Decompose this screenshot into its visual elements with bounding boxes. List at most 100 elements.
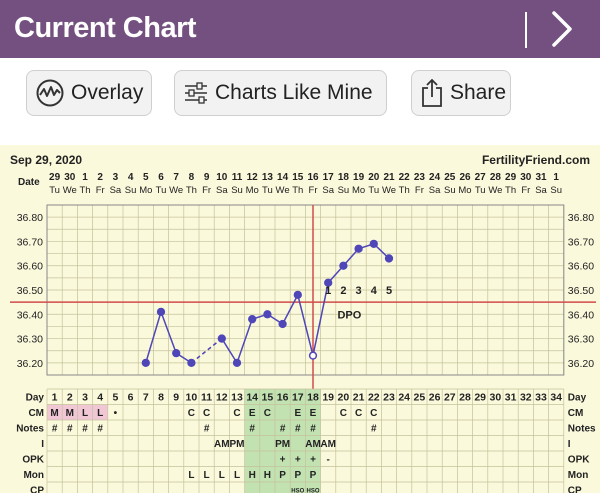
table-cell-value: C [370, 408, 377, 419]
cycle-day-label: 33 [535, 392, 547, 404]
weekday-label: We [276, 185, 290, 196]
fertile-column [275, 389, 291, 493]
date-label: 30 [64, 172, 76, 183]
chart-date: Sep 29, 2020 [10, 153, 82, 167]
date-label: 1 [82, 172, 88, 183]
temp-point [354, 244, 363, 253]
cycle-day-label: 9 [173, 392, 179, 404]
date-label: 12 [247, 172, 259, 183]
date-label: 5 [143, 172, 149, 183]
weekday-label: Mo [139, 185, 152, 196]
y-tick-label-left: 36.60 [17, 261, 43, 273]
chart-site: FertilityFriend.com [482, 153, 590, 167]
date-row-label: Date [18, 177, 40, 188]
date-label: 2 [97, 172, 103, 183]
table-cell-value: H [249, 470, 256, 481]
table-cell-value: L [219, 470, 225, 481]
row-label-right: I [568, 439, 571, 450]
cycle-day-label: 19 [322, 392, 334, 404]
table-cell-value: HSO [306, 489, 319, 493]
table-cell-value: C [264, 408, 271, 419]
table-cell-value: C [203, 408, 210, 419]
weekday-label: Tu [156, 185, 167, 196]
weekday-label: Tu [368, 185, 379, 196]
weekday-label: Su [550, 185, 562, 196]
temp-point [369, 239, 378, 249]
date-label: 25 [444, 172, 456, 183]
weekday-label: Th [79, 185, 90, 196]
table-cell-value: AM [305, 439, 321, 450]
y-tick-label-left: 36.30 [17, 334, 43, 346]
cycle-day-label: 2 [67, 392, 73, 404]
table-cell-value: M [66, 408, 74, 419]
weekday-label: We [169, 185, 183, 196]
cycle-day-label: 5 [112, 392, 118, 404]
row-label-left: I [41, 439, 44, 450]
weekday-label: We [63, 185, 77, 196]
cycle-day-label: 31 [505, 392, 517, 404]
temp-point [308, 351, 318, 360]
weekday-label: Fr [96, 185, 105, 196]
menses-cell [77, 404, 93, 420]
table-cell-value: # [249, 424, 255, 435]
overlay-button[interactable]: Overlay [26, 70, 152, 116]
row-label-left: CP [30, 486, 44, 493]
date-label: 28 [490, 172, 502, 183]
table-cell-value: + [310, 455, 316, 466]
temp-point [293, 290, 302, 300]
table-cell-value: H [264, 470, 271, 481]
table-cell-value: + [295, 455, 301, 466]
date-label: 3 [113, 172, 119, 183]
weekday-label: We [488, 185, 502, 196]
table-cell-value: L [97, 408, 103, 419]
weekday-label: Mo [246, 185, 259, 196]
menses-cell [92, 404, 108, 420]
table-cell-value: # [280, 424, 286, 435]
date-label: 16 [307, 172, 319, 183]
share-button[interactable]: Share [411, 70, 511, 116]
fertile-column [305, 389, 321, 493]
table-cell-value: P [279, 470, 286, 481]
cycle-day-label: 7 [143, 392, 149, 404]
dpo-number: 4 [371, 285, 378, 297]
row-label-left: Day [26, 393, 45, 404]
temp-point [141, 358, 150, 368]
table-cell-value: # [67, 424, 73, 435]
weekday-label: Th [292, 185, 303, 196]
date-label: 29 [505, 172, 517, 183]
weekday-label: Sa [535, 185, 547, 196]
next-chart-button[interactable] [540, 6, 590, 52]
y-tick-label-left: 36.40 [17, 309, 43, 321]
dpo-number: 5 [386, 285, 392, 297]
cycle-day-label: 18 [307, 392, 319, 404]
table-cell-value: # [310, 424, 316, 435]
weekday-label: Fr [309, 185, 318, 196]
cycle-day-label: 14 [246, 392, 258, 404]
temp-point [217, 334, 226, 343]
y-tick-label-left: 36.50 [17, 285, 43, 297]
date-label: 31 [535, 172, 547, 183]
fertility-chart: Sep 29, 2020 FertilityFriend.com Date 29 30 1… [0, 145, 600, 493]
table-cell-value: C [340, 408, 347, 419]
cycle-day-label: 21 [353, 392, 365, 404]
table-cell-value: PM [275, 439, 290, 450]
temp-line-segment [281, 294, 299, 325]
weekday-label: Th [399, 185, 410, 196]
y-tick-label-right: 36.30 [568, 334, 594, 346]
weekday-label: Fr [202, 185, 211, 196]
date-label: 23 [414, 172, 426, 183]
cycle-day-label: 11 [201, 392, 212, 404]
weekday-label: Th [505, 185, 516, 196]
table-cell-value: HSO [291, 489, 304, 493]
weekday-label: Su [338, 185, 350, 196]
temp-point [384, 254, 394, 263]
table-cell-value: C [233, 408, 240, 419]
date-label: 1 [553, 172, 559, 183]
charts-like-mine-button[interactable]: Charts Like Mine [174, 70, 387, 116]
table-cell-value: # [82, 424, 88, 435]
table-cell-value: L [204, 470, 210, 481]
table-cell-value: # [52, 424, 58, 435]
date-label: 22 [399, 172, 411, 183]
table-cell-value: • [114, 408, 118, 419]
weekday-label: Tu [49, 185, 60, 196]
